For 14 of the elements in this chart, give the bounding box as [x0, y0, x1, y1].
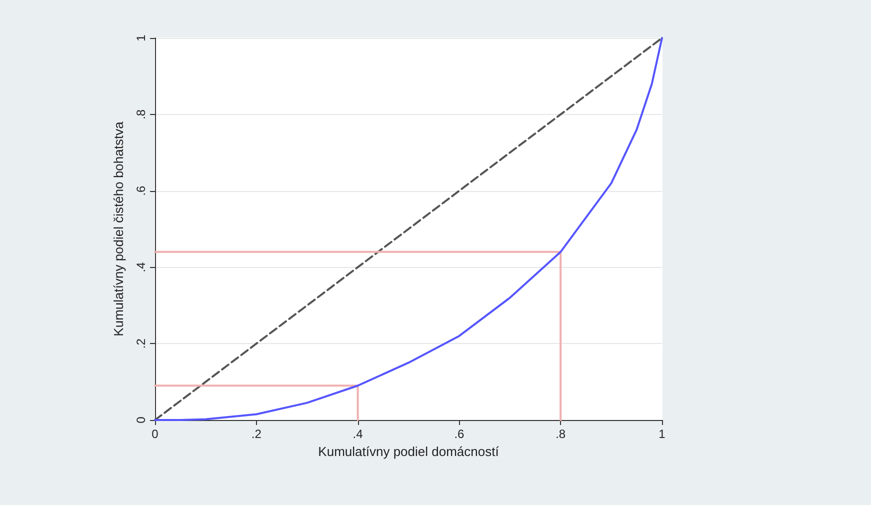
y-tick-label: 1 — [134, 34, 148, 42]
y-tick-label: 0 — [134, 416, 148, 424]
x-tick-label: 1 — [658, 427, 666, 441]
y-tick-label: .8 — [134, 109, 148, 120]
x-axis-title: Kumulatívny podiel domácností — [318, 444, 500, 459]
y-tick-label: .6 — [134, 185, 148, 196]
x-tick-label: .6 — [454, 427, 465, 441]
y-tick-label: .4 — [134, 262, 148, 272]
x-tick-label: .8 — [556, 427, 566, 441]
x-tick-label: .4 — [352, 427, 364, 441]
y-tick-label: .2 — [134, 338, 148, 349]
x-tick-label: 0 — [152, 427, 159, 441]
x-tick-label: .2 — [251, 427, 262, 441]
y-axis-title: Kumulatívny podiel čistého bohatstva — [111, 120, 126, 336]
